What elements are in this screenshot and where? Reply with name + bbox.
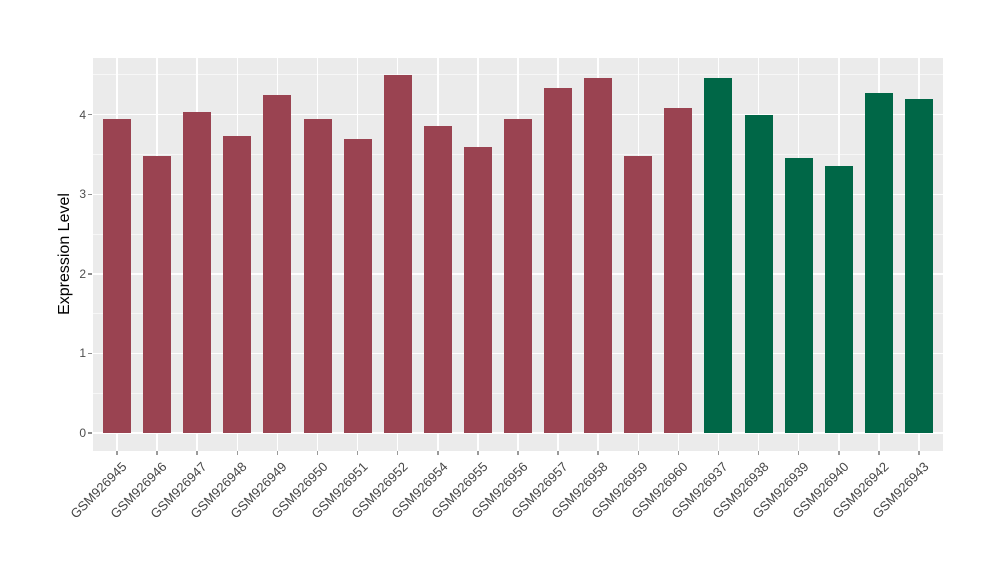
x-tick-mark [116, 451, 118, 455]
bar-GSM926939 [784, 157, 813, 433]
x-tick-mark [717, 451, 720, 455]
bar-GSM926957 [544, 88, 573, 433]
x-tick-mark [236, 451, 239, 455]
y-axis-title: Expression Level [56, 193, 74, 315]
y-tick-label: 2 [79, 266, 86, 281]
bar-GSM926954 [423, 125, 452, 433]
x-tick-mark [356, 451, 359, 455]
x-tick-mark [437, 451, 439, 455]
x-tick-mark [797, 451, 800, 455]
bar-GSM926955 [463, 146, 492, 433]
y-tick-mark [88, 432, 92, 434]
bar-GSM926942 [864, 93, 893, 433]
bar-GSM926950 [303, 118, 332, 433]
bar-GSM926945 [103, 118, 132, 433]
x-tick-mark [637, 451, 640, 455]
x-tick-mark [597, 451, 599, 455]
bar-GSM926938 [744, 114, 773, 433]
y-tick-label: 1 [79, 346, 86, 361]
y-tick-mark [88, 352, 92, 355]
x-tick-mark [276, 451, 279, 455]
x-tick-mark [396, 451, 399, 455]
bar-GSM926943 [904, 98, 933, 433]
x-tick-mark [156, 451, 158, 455]
bar-GSM926937 [704, 78, 733, 433]
y-tick-mark [88, 273, 92, 275]
bar-GSM926952 [383, 74, 412, 433]
bar-GSM926951 [343, 138, 372, 433]
bar-GSM926947 [183, 112, 212, 433]
x-tick-mark [196, 451, 198, 455]
y-tick-label: 3 [79, 187, 86, 202]
bar-GSM926956 [504, 118, 532, 433]
bar-GSM926946 [143, 156, 172, 433]
x-tick-mark [557, 451, 559, 455]
y-tick-label: 0 [79, 426, 86, 440]
x-tick-mark [316, 451, 319, 455]
bar-GSM926940 [824, 165, 853, 433]
bar-GSM926959 [624, 156, 653, 433]
y-tick-mark [88, 113, 92, 116]
bar-GSM926958 [584, 78, 613, 433]
x-tick-mark [878, 451, 880, 455]
x-tick-mark [517, 451, 519, 455]
x-tick-mark [757, 451, 760, 455]
y-tick-label: 4 [79, 107, 86, 122]
x-tick-mark [918, 451, 920, 455]
x-tick-mark [677, 451, 680, 455]
x-tick-mark [838, 451, 840, 455]
x-tick-mark [477, 451, 479, 455]
y-tick-mark [88, 193, 92, 196]
bar-GSM926949 [263, 94, 292, 433]
bar-GSM926960 [664, 108, 693, 433]
bar-GSM926948 [223, 136, 252, 433]
y-axis-title-text: Expression Level [56, 193, 73, 315]
